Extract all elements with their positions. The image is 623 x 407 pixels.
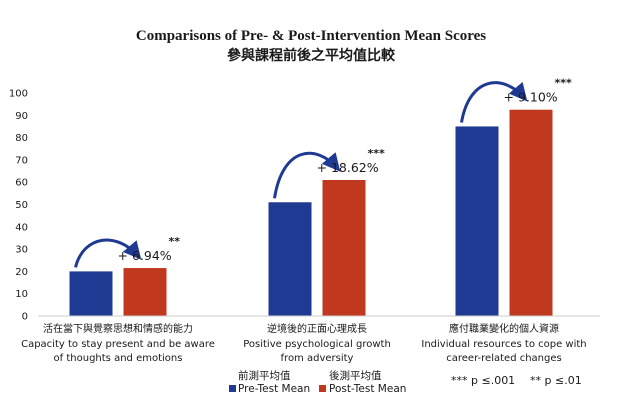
y-tick-label: 70	[15, 155, 28, 166]
category-label-en-line1: Positive psychological growth	[243, 339, 391, 350]
category-label-en-line1: Individual resources to cope with	[421, 339, 586, 350]
legend-label-post: Post-Test Mean	[329, 383, 406, 395]
percent-change-label: + 9.10%	[504, 90, 558, 105]
category-label-zh: 活在當下與覺察思想和情感的能力	[43, 322, 193, 335]
y-tick-label: 10	[15, 289, 28, 300]
legend-swatch-post	[319, 385, 326, 392]
y-tick-label: 40	[15, 222, 28, 233]
legend-label-zh-post: 後測平均值	[329, 369, 382, 382]
category-label-en-line2: of thoughts and emotions	[54, 353, 183, 364]
category-labels: 活在當下與覺察思想和情感的能力 Capacity to stay present …	[21, 322, 587, 364]
y-tick-label: 90	[15, 111, 28, 122]
y-tick-label: 0	[22, 312, 28, 323]
y-tick-label: 30	[15, 245, 28, 256]
percent-change-label: + 6.94%	[118, 248, 172, 263]
significance-label: ***	[555, 77, 573, 90]
legend-label-zh-pre: 前測平均值	[238, 369, 291, 382]
bar-post-test	[322, 179, 366, 316]
category-label-en-line2: from adversity	[281, 353, 354, 364]
category-label-en-line1: Capacity to stay present and be aware	[21, 339, 215, 350]
legend: 前測平均值 Pre-Test Mean 後測平均值 Post-Test Mean	[229, 369, 406, 395]
increase-arrow	[273, 151, 341, 199]
bar-pre-test	[268, 202, 312, 316]
bars-group	[69, 109, 553, 316]
y-tick-label: 20	[15, 267, 28, 278]
chart-subtitle: 參與課程前後之平均值比較	[227, 47, 396, 64]
footnote-p01: ** p ≤.01	[530, 374, 582, 387]
bar-post-test	[509, 109, 553, 316]
y-tick-label: 100	[9, 89, 28, 100]
y-tick-label: 80	[15, 133, 28, 144]
category-label-zh: 應付職業變化的個人資源	[449, 322, 559, 335]
increase-arrow	[460, 81, 528, 123]
y-axis: 0 10 20 30 40 50 60 70 80 90 100	[9, 89, 28, 323]
significance-label: **	[169, 235, 181, 248]
y-tick-label: 50	[15, 200, 28, 211]
legend-swatch-pre	[229, 385, 236, 392]
category-label-en-line2: career-related changes	[446, 353, 561, 364]
significance-label: ***	[368, 147, 386, 160]
footnote-p001: *** p ≤.001	[451, 374, 515, 387]
y-tick-label: 60	[15, 178, 28, 189]
category-label-zh: 逆境後的正面心理成長	[267, 322, 367, 335]
bar-pre-test	[455, 126, 499, 316]
bar-pre-test	[69, 271, 113, 316]
chart-title: Comparisons of Pre- & Post-Intervention …	[136, 28, 486, 44]
increase-arrow	[74, 238, 142, 268]
bar-post-test	[123, 268, 167, 316]
percent-change-label: + 18.62%	[317, 160, 379, 175]
annotations-group: + 6.94%**+ 18.62%***+ 9.10%***	[74, 77, 573, 268]
legend-label-pre: Pre-Test Mean	[238, 383, 310, 395]
